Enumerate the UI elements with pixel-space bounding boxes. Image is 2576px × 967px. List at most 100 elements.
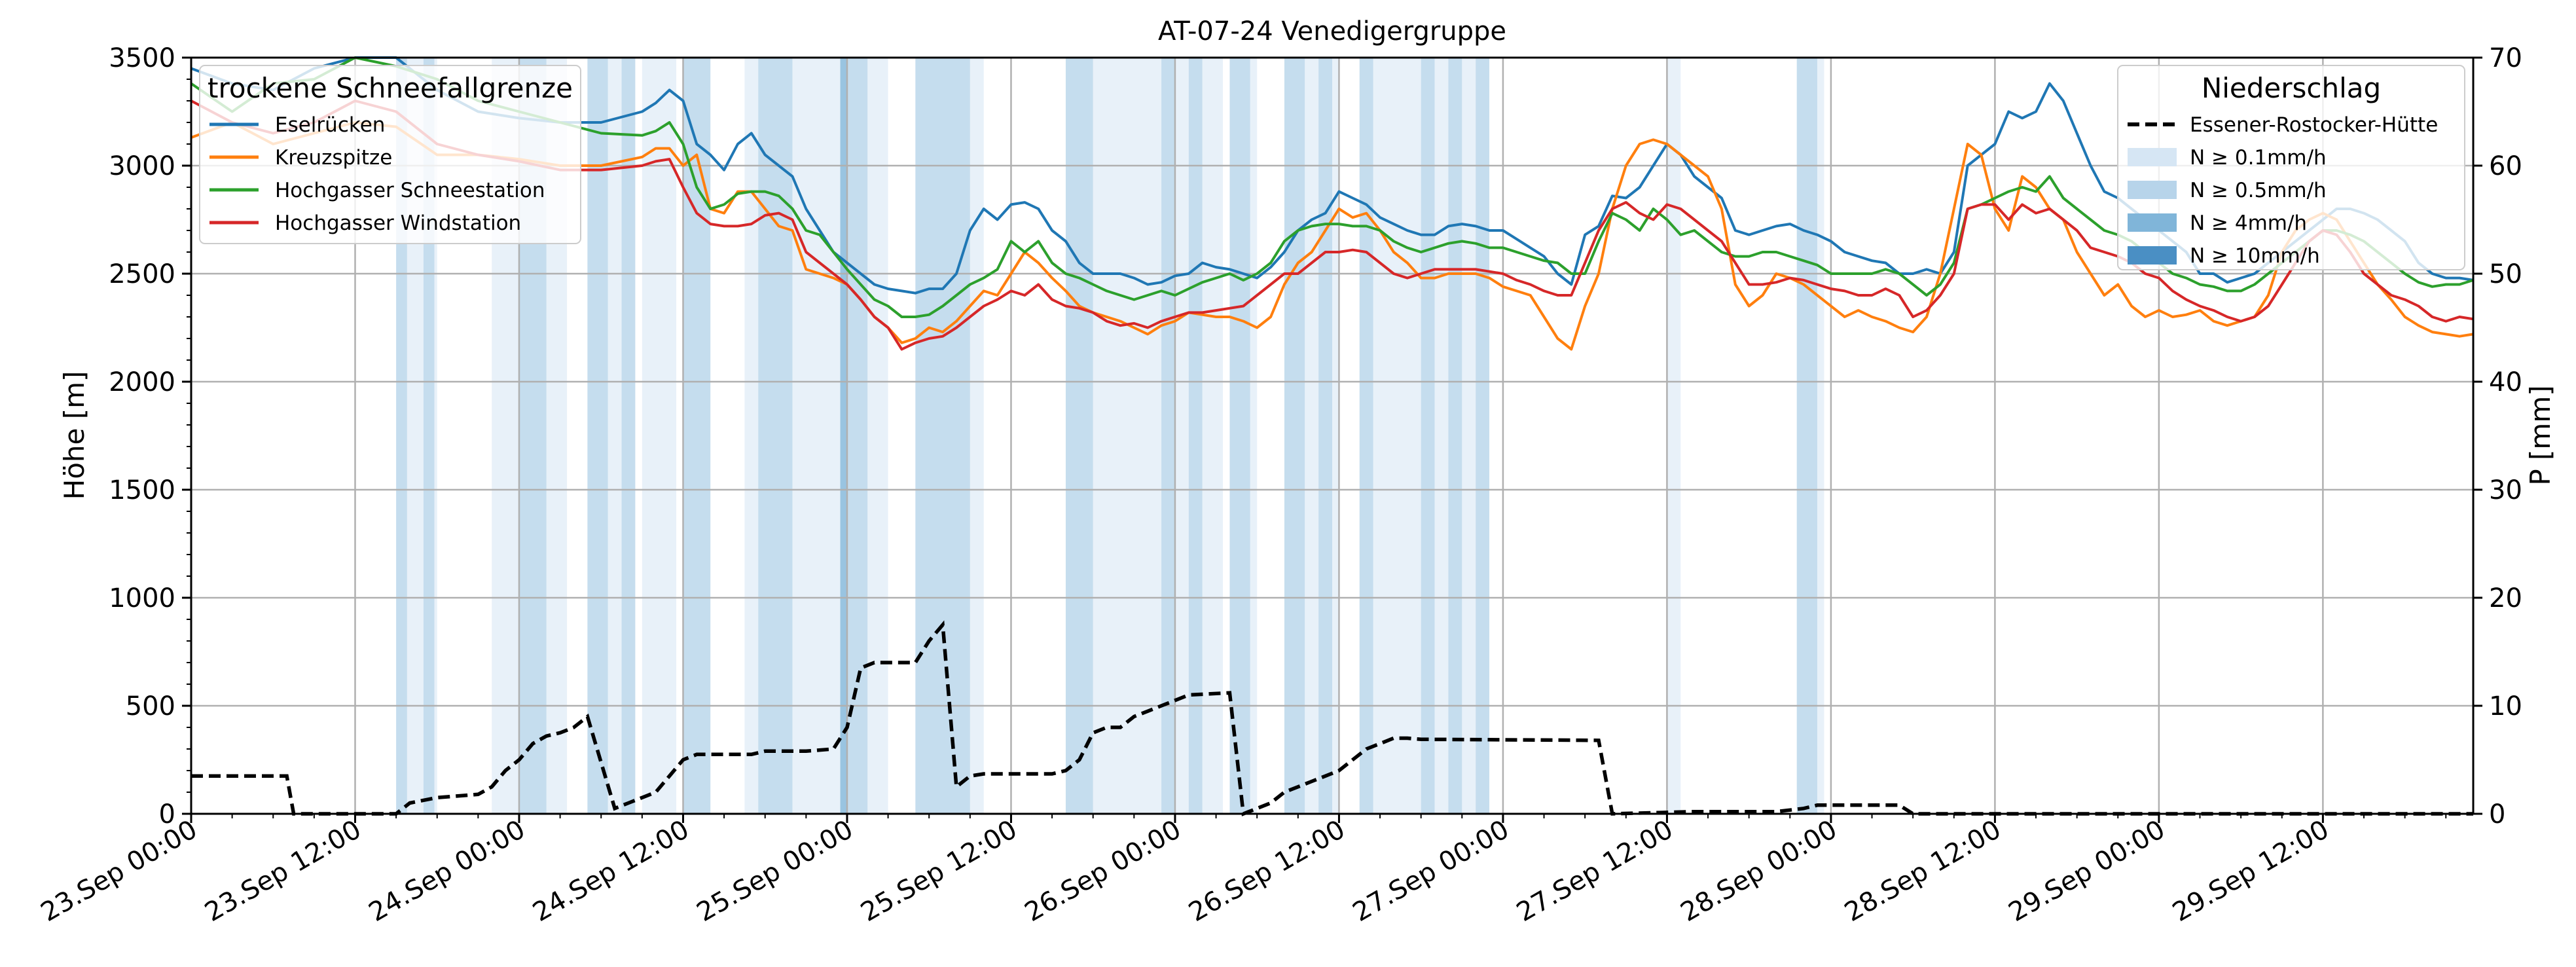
x-tick-label-11: 28.Sep 12:00 — [1840, 814, 2006, 928]
precip-band-38 — [1476, 58, 1490, 814]
x-tick-label-7: 26.Sep 12:00 — [1184, 814, 1350, 928]
legend-precipitation: Niederschlag Essener-Rostocker-Hütte N ≥… — [2117, 65, 2465, 270]
y-axis-left-label: Höhe [m] — [58, 371, 90, 500]
precip-band-41 — [1817, 58, 1824, 814]
precip-band-17 — [867, 58, 888, 814]
y-left-tick-label-2: 1000 — [109, 583, 175, 613]
y-left-tick-label-3: 1500 — [109, 475, 175, 505]
legend-class-swatch-2 — [2128, 213, 2177, 232]
precip-band-23 — [1174, 58, 1189, 814]
precip-band-21 — [1093, 58, 1162, 814]
legend-snowfall-line: trockene Schneefallgrenze Eselrücken Kreu… — [199, 65, 581, 244]
precip-band-19 — [970, 58, 984, 814]
x-tick-label-12: 29.Sep 00:00 — [2004, 814, 2170, 928]
precip-band-3 — [434, 58, 437, 814]
precip-band-34 — [1421, 58, 1435, 814]
precip-band-18 — [915, 58, 970, 814]
precip-band-9 — [621, 58, 636, 814]
legend-left-frame — [199, 65, 581, 244]
precip-band-33 — [1373, 58, 1421, 814]
precip-band-35 — [1434, 58, 1449, 814]
x-tick-label-10: 28.Sep 00:00 — [1676, 814, 1842, 928]
legend-precip-line-label: Essener-Rostocker-Hütte — [2190, 113, 2438, 137]
y-right-tick-label-1: 10 — [2489, 691, 2522, 721]
precipitation-line — [191, 620, 2473, 816]
y-right-tick-label-3: 30 — [2489, 475, 2522, 505]
y-right-tick-label-2: 20 — [2489, 583, 2522, 613]
y-left-tick-label-4: 2000 — [109, 367, 175, 397]
precip-band-37 — [1462, 58, 1476, 814]
precip-line — [191, 620, 2473, 816]
legend-class-swatch-0 — [2128, 148, 2177, 166]
precip-band-0 — [396, 58, 407, 814]
legend-class-label-3: N ≥ 10mm/h — [2190, 244, 2320, 268]
x-tick-label-2: 24.Sep 00:00 — [364, 814, 530, 928]
series-line-3 — [190, 100, 2474, 351]
legend-right-title: Niederschlag — [2202, 72, 2381, 104]
precip-band-7 — [587, 58, 608, 814]
precip-band-30 — [1318, 58, 1332, 814]
x-tick-label-4: 25.Sep 00:00 — [692, 814, 858, 928]
x-tick-label-0: 23.Sep 00:00 — [36, 814, 202, 928]
precip-band-29 — [1305, 58, 1319, 814]
legend-left-label-2: Hochgasser Schneestation — [275, 179, 545, 202]
precip-band-14 — [792, 58, 841, 814]
legend-right-frame — [2117, 65, 2465, 270]
precipitation-intensity-bands — [396, 58, 1824, 814]
legend-class-label-1: N ≥ 0.5mm/h — [2190, 179, 2327, 202]
precip-band-40 — [1796, 58, 1818, 814]
precip-band-32 — [1359, 58, 1373, 814]
legend-left-label-1: Kreuzspitze — [275, 146, 392, 170]
x-tick-label-1: 23.Sep 12:00 — [200, 814, 366, 928]
precip-band-27 — [1250, 58, 1258, 814]
precip-band-28 — [1284, 58, 1305, 814]
y-right-tick-label-7: 70 — [2489, 43, 2522, 73]
chart-title: AT-07-24 Venedigergruppe — [1158, 16, 1506, 46]
left-axis-ticks: 0 500 1000 1500 2000 2500 3000 3500 — [109, 43, 191, 830]
precip-band-2 — [423, 58, 435, 814]
y-right-tick-label-5: 50 — [2489, 259, 2522, 289]
precip-band-25 — [1202, 58, 1224, 814]
legend-left-title: trockene Schneefallgrenze — [208, 72, 573, 104]
x-tick-label-8: 27.Sep 00:00 — [1348, 814, 1514, 928]
precip-band-39 — [1667, 58, 1681, 814]
x-tick-label-13: 29.Sep 12:00 — [2168, 814, 2334, 928]
legend-left-label-0: Eselrücken — [275, 113, 385, 137]
x-tick-label-9: 27.Sep 12:00 — [1512, 814, 1678, 928]
plot-frame — [190, 56, 2475, 815]
y-left-tick-label-5: 2500 — [109, 259, 175, 289]
precip-band-36 — [1448, 58, 1462, 814]
x-tick-label-3: 24.Sep 12:00 — [528, 814, 694, 928]
x-tick-label-6: 26.Sep 00:00 — [1020, 814, 1186, 928]
precip-band-24 — [1188, 58, 1203, 814]
precip-band-10 — [642, 58, 677, 814]
precip-band-26 — [1229, 58, 1250, 814]
legend-left-label-3: Hochgasser Windstation — [275, 211, 521, 235]
y-right-tick-label-4: 40 — [2489, 367, 2522, 397]
y-axis-right-label: P [mm] — [2524, 385, 2556, 485]
precip-band-8 — [608, 58, 622, 814]
y-left-tick-label-0: 0 — [159, 799, 175, 830]
legend-class-label-2: N ≥ 4mm/h — [2190, 211, 2307, 235]
precip-band-11 — [683, 58, 711, 814]
series-line-1 — [190, 121, 2474, 351]
precip-band-31 — [1332, 58, 1339, 814]
y-right-tick-label-6: 60 — [2489, 151, 2522, 181]
precip-band-16 — [846, 58, 868, 814]
y-right-tick-label-0: 0 — [2489, 799, 2505, 830]
y-left-tick-label-1: 500 — [126, 691, 175, 721]
precip-band-15 — [840, 58, 847, 814]
precip-band-22 — [1161, 58, 1175, 814]
right-axis-ticks: 0 10 20 30 40 50 60 70 — [2473, 43, 2522, 830]
precip-band-13 — [758, 58, 793, 814]
x-tick-label-5: 25.Sep 12:00 — [856, 814, 1022, 928]
precip-band-20 — [1065, 58, 1093, 814]
legend-class-swatch-3 — [2128, 246, 2177, 265]
y-left-tick-label-6: 3000 — [109, 151, 175, 181]
y-left-tick-label-7: 3500 — [109, 43, 175, 73]
legend-class-label-0: N ≥ 0.1mm/h — [2190, 146, 2327, 170]
precip-band-12 — [744, 58, 759, 814]
legend-class-swatch-1 — [2128, 181, 2177, 199]
